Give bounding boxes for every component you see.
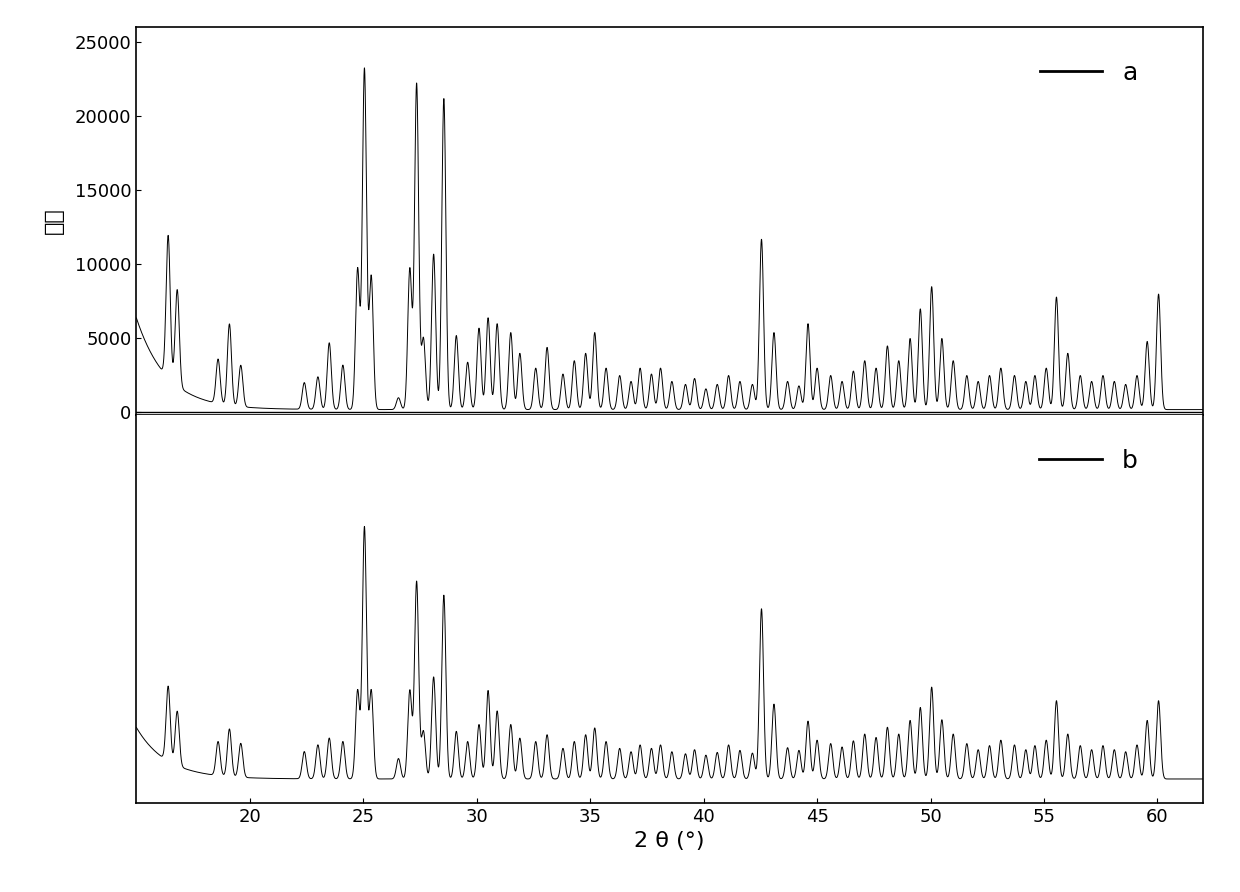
Legend: a: a bbox=[1030, 51, 1148, 95]
Y-axis label: 强度: 强度 bbox=[43, 208, 63, 234]
Legend: b: b bbox=[1029, 439, 1148, 483]
X-axis label: 2 θ (°): 2 θ (°) bbox=[635, 831, 704, 851]
